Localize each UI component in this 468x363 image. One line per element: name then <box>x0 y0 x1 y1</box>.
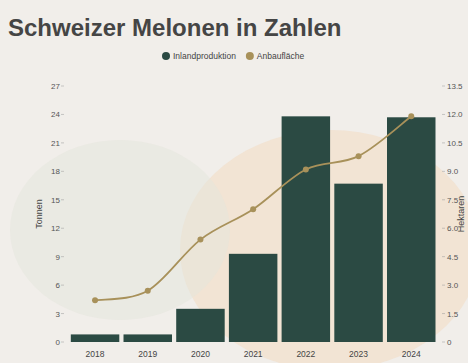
y-tick-label: 3 <box>56 310 61 319</box>
y-tick <box>61 256 64 257</box>
bar <box>124 334 172 342</box>
bar <box>176 309 224 342</box>
y-tick <box>61 114 64 115</box>
y2-tick-label: 1.5 <box>447 310 459 319</box>
line-marker <box>303 166 309 172</box>
line-marker <box>356 153 362 159</box>
y2-tick-label: 0 <box>447 338 452 347</box>
y-tick <box>61 199 64 200</box>
y-tick <box>61 313 64 314</box>
y2-tick <box>442 86 445 87</box>
y2-tick-label: 13.5 <box>447 82 463 91</box>
line-marker <box>250 206 256 212</box>
y-tick <box>61 285 64 286</box>
title: Schweizer Melonen in Zahlen <box>8 14 341 41</box>
y-tick-label: 21 <box>51 139 60 148</box>
x-tick-label: 2019 <box>138 349 157 359</box>
bar <box>282 116 330 342</box>
line-marker <box>408 113 414 119</box>
legend: Inlandproduktion Anbaufläche <box>162 51 304 61</box>
x-tick-label: 2024 <box>402 349 421 359</box>
y-tick <box>61 228 64 229</box>
y2-tick-label: 4.5 <box>447 253 459 262</box>
legend-label: Anbaufläche <box>257 51 305 61</box>
line-marker <box>92 297 98 303</box>
y-tick <box>61 342 64 343</box>
bar <box>334 184 382 342</box>
y-tick <box>61 142 64 143</box>
y2-tick <box>442 171 445 172</box>
y-tick <box>61 86 64 87</box>
y2-axis-title: Hektaren <box>456 196 466 233</box>
line-marker <box>145 288 151 294</box>
y2-tick <box>442 342 445 343</box>
background-decor <box>10 140 230 320</box>
x-tick-label: 2020 <box>191 349 210 359</box>
bar <box>229 254 277 342</box>
y2-tick <box>442 313 445 314</box>
legend-swatch <box>246 52 254 60</box>
legend-label: Inlandproduktion <box>173 51 236 61</box>
plot-area <box>71 113 436 342</box>
y-tick-label: 12 <box>51 224 60 233</box>
y2-tick <box>442 114 445 115</box>
legend-swatch <box>162 52 170 60</box>
line-marker <box>197 237 203 243</box>
x-tick-label: 2018 <box>86 349 105 359</box>
y-tick-label: 15 <box>51 196 60 205</box>
y2-tick-label: 10.5 <box>447 139 463 148</box>
y2-tick <box>442 228 445 229</box>
y2-tick <box>442 285 445 286</box>
y2-tick-label: 3.0 <box>447 281 459 290</box>
y-tick-label: 6 <box>56 281 61 290</box>
y2-tick-label: 12.0 <box>447 110 463 119</box>
y-tick-label: 27 <box>51 82 60 91</box>
x-tick-label: 2022 <box>296 349 315 359</box>
x-tick-label: 2023 <box>349 349 368 359</box>
y-tick-label: 18 <box>51 167 60 176</box>
bar <box>71 334 119 342</box>
line <box>95 116 411 300</box>
y-tick <box>61 171 64 172</box>
y-tick-label: 24 <box>51 110 60 119</box>
y2-tick-label: 9.0 <box>447 167 459 176</box>
y-axis-title: Tonnen <box>34 199 44 229</box>
y-tick-label: 0 <box>56 338 61 347</box>
y-tick-label: 9 <box>56 253 61 262</box>
y2-tick <box>442 256 445 257</box>
bar <box>387 117 435 342</box>
y2-tick <box>442 199 445 200</box>
x-tick-label: 2021 <box>244 349 263 359</box>
y2-tick <box>442 142 445 143</box>
